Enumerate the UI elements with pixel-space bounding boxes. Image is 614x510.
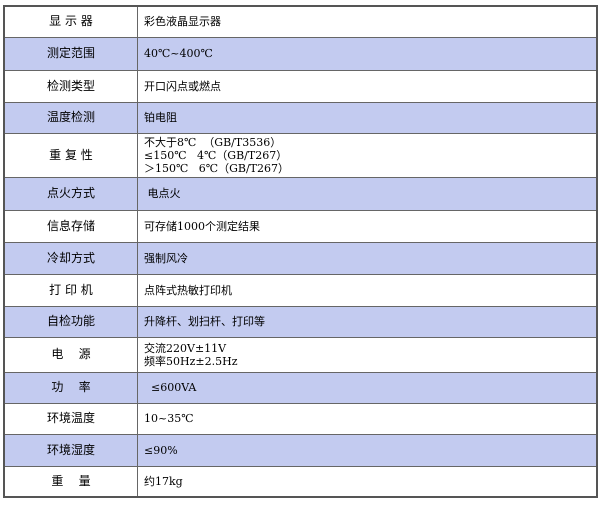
spec-value-line: 频率50Hz±2.5Hz	[144, 354, 238, 368]
spec-value-line: 彩色液晶显示器	[144, 15, 221, 29]
table-row: 测定范围 40℃~400℃	[3, 36, 598, 71]
spec-value-line: 点阵式热敏打印机	[144, 283, 232, 297]
spec-value-line: 约17kg	[144, 474, 183, 488]
spec-label: 点火方式	[3, 176, 138, 211]
spec-label: 环境温度	[3, 402, 138, 435]
spec-label: 冷却方式	[3, 241, 138, 275]
spec-value-line: 电点火	[144, 187, 181, 200]
spec-table: 显 示 器彩色液晶显示器 测定范围 40℃~400℃ 检测类型 开口闪点或燃点 温度检测铂…	[3, 5, 598, 498]
spec-value: 交流220V±11V 频率50Hz±2.5Hz	[137, 336, 598, 373]
table-row: 环境湿度 ≤90%	[3, 433, 598, 467]
spec-value-line: 40℃~400℃	[144, 47, 213, 60]
spec-value-line: 开口闪点或燃点	[144, 79, 221, 93]
spec-value-line: ＞150℃ 6℃（GB/T267）	[144, 161, 290, 175]
spec-value: ≤600VA	[137, 371, 598, 404]
table-row: 温度检测 铂电阻	[3, 101, 598, 134]
spec-value: 不大于8℃ （GB/T3536） ≤150℃ 4℃（GB/T267） ＞150℃ 6…	[137, 132, 598, 178]
spec-label: 温度检测	[3, 101, 138, 134]
spec-value: 电点火	[137, 176, 598, 211]
table-row: 显 示 器彩色液晶显示器	[3, 5, 598, 38]
spec-label: 重 量	[3, 465, 138, 498]
spec-label: 功 率	[3, 371, 138, 404]
table-row: 重 量约17kg	[3, 465, 598, 498]
spec-value: 40℃~400℃	[137, 36, 598, 71]
table-row: 冷却方式 强制风冷	[3, 241, 598, 275]
spec-label: 打 印 机	[3, 273, 138, 307]
spec-label: 重 复 性	[3, 132, 138, 178]
spec-label: 测定范围	[3, 36, 138, 71]
spec-value-line: 升降杆、划扫杆、打印等	[144, 315, 265, 328]
table-row: 打 印 机点阵式热敏打印机	[3, 273, 598, 307]
spec-label: 显 示 器	[3, 5, 138, 38]
spec-value: 约17kg	[137, 465, 598, 498]
spec-label: 自检功能	[3, 305, 138, 338]
spec-value: 彩色液晶显示器	[137, 5, 598, 38]
spec-label: 信息存储	[3, 209, 138, 243]
spec-value: 升降杆、划扫杆、打印等	[137, 305, 598, 338]
spec-value-line: 不大于8℃ （GB/T3536）	[144, 135, 282, 149]
spec-label: 环境湿度	[3, 433, 138, 467]
spec-value-line: ≤90%	[144, 443, 178, 457]
spec-label: 电 源	[3, 336, 138, 373]
spec-value-line: 10~35℃	[144, 412, 194, 425]
spec-value: 点阵式热敏打印机	[137, 273, 598, 307]
spec-value: 开口闪点或燃点	[137, 69, 598, 103]
spec-value-line: 可存储1000个测定结果	[144, 219, 260, 233]
table-row: 点火方式 电点火	[3, 176, 598, 211]
spec-value-line: 铂电阻	[144, 111, 177, 124]
table-row: 重 复 性不大于8℃ （GB/T3536） ≤150℃ 4℃（GB/T267） ＞1…	[3, 132, 598, 178]
spec-value: ≤90%	[137, 433, 598, 467]
spec-label: 检测类型	[3, 69, 138, 103]
table-row: 电 源交流220V±11V 频率50Hz±2.5Hz	[3, 336, 598, 373]
spec-value: 强制风冷	[137, 241, 598, 275]
table-row: 信息存储 可存储1000个测定结果	[3, 209, 598, 243]
table-row: 环境温度 10~35℃	[3, 402, 598, 435]
spec-value: 10~35℃	[137, 402, 598, 435]
spec-value: 可存储1000个测定结果	[137, 209, 598, 243]
table-row: 自检功能 升降杆、划扫杆、打印等	[3, 305, 598, 338]
spec-value-line: 强制风冷	[144, 251, 188, 265]
table-row: 检测类型 开口闪点或燃点	[3, 69, 598, 103]
spec-value-line: 交流220V±11V	[144, 341, 227, 355]
table-row: 功 率 ≤600VA	[3, 371, 598, 404]
spec-value-line: ≤600VA	[144, 381, 197, 394]
spec-value: 铂电阻	[137, 101, 598, 134]
spec-value-line: ≤150℃ 4℃（GB/T267）	[144, 148, 288, 162]
